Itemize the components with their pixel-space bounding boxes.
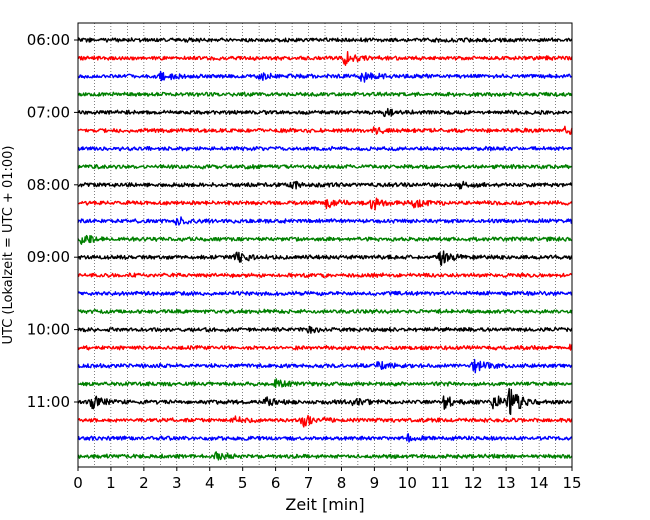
trace-row-13 (77, 272, 573, 279)
trace-row-23 (77, 451, 573, 461)
trace-row-6 (77, 145, 573, 152)
trace-row-18 (77, 358, 573, 374)
trace-row-11 (77, 234, 573, 245)
x-tick-label: 6 (271, 474, 281, 492)
trace-row-3 (77, 91, 573, 98)
y-tick-label: 09:00 (27, 248, 70, 266)
trace-row-4 (77, 107, 573, 118)
x-tick-label: 7 (304, 474, 314, 492)
y-tick-label: 07:00 (27, 103, 70, 121)
x-axis-label: Zeit [min] (285, 495, 364, 514)
plot-frame (77, 22, 573, 468)
trace-row-15 (77, 308, 573, 315)
trace-row-22 (77, 433, 573, 443)
y-axis-label: UTC (Lokalzeit = UTC + 01:00) (1, 146, 16, 345)
x-tick-label: 9 (370, 474, 380, 492)
x-tick-label: 1 (106, 474, 116, 492)
x-tick-label: 12 (464, 474, 483, 492)
x-tick-label: 2 (139, 474, 149, 492)
y-axis-ticks: 06:00 07:00 08:00 09:00 10:00 11:00 (27, 31, 78, 411)
trace-row-2 (77, 70, 573, 83)
trace-row-7 (77, 163, 573, 170)
trace-row-20 (77, 387, 573, 415)
x-tick-label: 13 (497, 474, 516, 492)
trace-row-12 (77, 250, 573, 266)
x-tick-label: 4 (205, 474, 215, 492)
x-tick-label: 8 (337, 474, 347, 492)
trace-row-9 (77, 197, 573, 211)
x-tick-label: 10 (398, 474, 417, 492)
trace-row-17 (77, 343, 573, 351)
trace-row-5 (77, 125, 573, 135)
trace-row-10 (77, 216, 573, 226)
y-tick-label: 06:00 (27, 31, 70, 49)
x-tick-label: 11 (431, 474, 450, 492)
x-tick-label: 0 (73, 474, 83, 492)
vertical-grid (94, 23, 556, 467)
trace-row-1 (77, 51, 573, 66)
x-tick-label: 5 (238, 474, 248, 492)
trace-row-21 (77, 414, 573, 428)
trace-row-0 (77, 37, 573, 43)
x-axis-ticks: 0 1 2 3 4 5 6 7 8 9 10 11 12 13 14 15 (73, 467, 582, 492)
seismic-traces (77, 37, 573, 461)
trace-row-8 (77, 180, 573, 190)
y-tick-label: 08:00 (27, 176, 70, 194)
x-tick-label: 3 (172, 474, 182, 492)
trace-row-14 (77, 290, 573, 297)
y-tick-label: 10:00 (27, 321, 70, 339)
trace-row-16 (77, 325, 573, 334)
y-tick-label: 11:00 (27, 393, 70, 411)
x-tick-label: 15 (562, 474, 581, 492)
trace-row-19 (77, 378, 573, 389)
x-tick-label: 14 (530, 474, 549, 492)
